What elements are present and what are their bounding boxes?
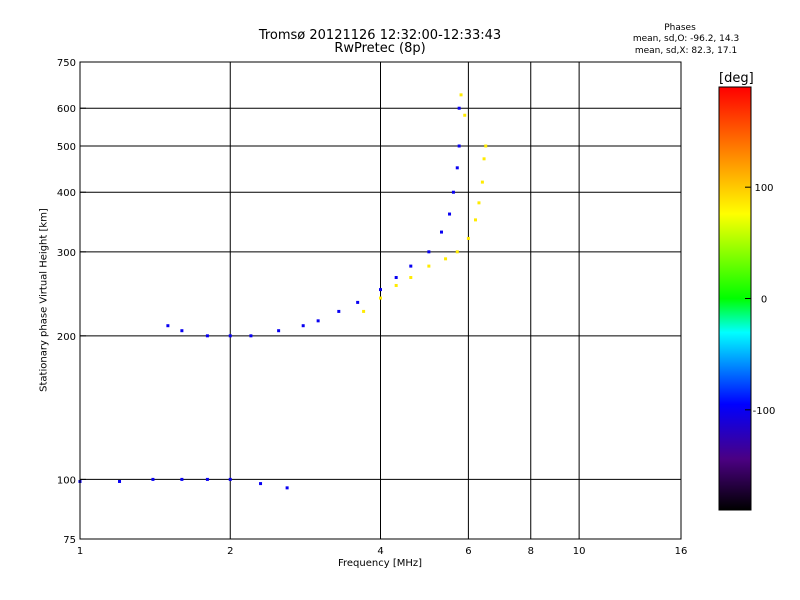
data-point bbox=[459, 93, 463, 97]
y-tick-label: 500 bbox=[57, 142, 76, 153]
colorbar-tick-label: 100 bbox=[754, 183, 773, 194]
colorbar-tick-label: -100 bbox=[753, 406, 776, 417]
grid-lines bbox=[80, 62, 681, 539]
y-tick-label: 400 bbox=[57, 188, 76, 199]
data-point bbox=[362, 309, 366, 313]
data-point bbox=[337, 309, 341, 313]
data-point bbox=[394, 276, 398, 280]
data-point bbox=[444, 257, 448, 261]
phase-stats-o: mean, sd,O: -96.2, 14.3 bbox=[632, 34, 740, 44]
y-tick-label: 750 bbox=[57, 58, 76, 69]
data-point bbox=[205, 477, 209, 481]
data-point bbox=[427, 250, 431, 254]
data-point bbox=[466, 236, 470, 240]
x-tick-label: 1 bbox=[77, 546, 83, 557]
data-point bbox=[285, 486, 289, 490]
data-point bbox=[379, 288, 382, 292]
x-tick-label: 4 bbox=[377, 546, 383, 557]
chart-title: Tromsø 20121126 12:32:00-12:33:43 bbox=[258, 28, 502, 43]
data-point bbox=[482, 157, 486, 161]
colorbar-tick-label: 0 bbox=[761, 295, 767, 306]
data-point bbox=[301, 324, 305, 328]
data-point bbox=[205, 334, 209, 338]
data-point bbox=[356, 300, 360, 304]
data-points bbox=[78, 93, 488, 490]
data-point bbox=[455, 250, 459, 254]
data-point bbox=[448, 212, 452, 216]
data-point bbox=[118, 479, 122, 483]
data-point bbox=[228, 334, 232, 338]
data-point bbox=[480, 180, 484, 184]
data-point bbox=[440, 230, 444, 234]
data-point bbox=[166, 324, 170, 328]
x-tick-label: 8 bbox=[528, 546, 534, 557]
y-tick-label: 300 bbox=[57, 248, 76, 259]
x-axis-label: Frequency [MHz] bbox=[337, 558, 423, 569]
y-tick-label: 75 bbox=[63, 535, 76, 546]
colorbar-title: [deg] bbox=[719, 71, 754, 86]
data-point bbox=[455, 166, 459, 170]
y-tick-label: 200 bbox=[57, 332, 76, 343]
x-tick-label: 10 bbox=[573, 546, 586, 557]
data-point bbox=[180, 477, 184, 481]
data-point bbox=[457, 144, 461, 148]
data-point bbox=[277, 329, 281, 333]
data-point bbox=[427, 264, 431, 268]
data-point bbox=[228, 477, 232, 481]
data-point bbox=[457, 106, 461, 110]
data-point bbox=[409, 276, 413, 280]
data-point bbox=[484, 144, 488, 148]
data-point bbox=[379, 296, 382, 300]
plot-frame bbox=[79, 61, 682, 540]
data-point bbox=[249, 334, 253, 338]
data-point bbox=[180, 329, 184, 333]
y-tick-label: 600 bbox=[57, 104, 76, 115]
data-point bbox=[316, 319, 320, 323]
data-point bbox=[409, 264, 413, 268]
data-point bbox=[394, 283, 398, 287]
data-point bbox=[259, 482, 263, 486]
data-point bbox=[463, 113, 467, 117]
data-point bbox=[151, 477, 155, 481]
x-tick-label: 2 bbox=[227, 546, 233, 557]
data-point bbox=[451, 190, 455, 194]
axis-ticks: 1 2 4 6 8 10 16 75 100 200 300 400 500 600 750 bbox=[57, 58, 687, 557]
data-point bbox=[473, 218, 477, 222]
colorbar-ticks: 100 0 -100 bbox=[745, 183, 775, 417]
chart-subtitle: RwPretec (8p) bbox=[334, 41, 426, 56]
phase-stats-title: Phases bbox=[664, 23, 696, 33]
x-tick-label: 6 bbox=[465, 546, 471, 557]
x-tick-label: 16 bbox=[675, 546, 688, 557]
phase-stats-x: mean, sd,X: 82.3, 17.1 bbox=[634, 46, 738, 56]
y-tick-label: 100 bbox=[57, 475, 76, 486]
data-point bbox=[477, 201, 481, 205]
